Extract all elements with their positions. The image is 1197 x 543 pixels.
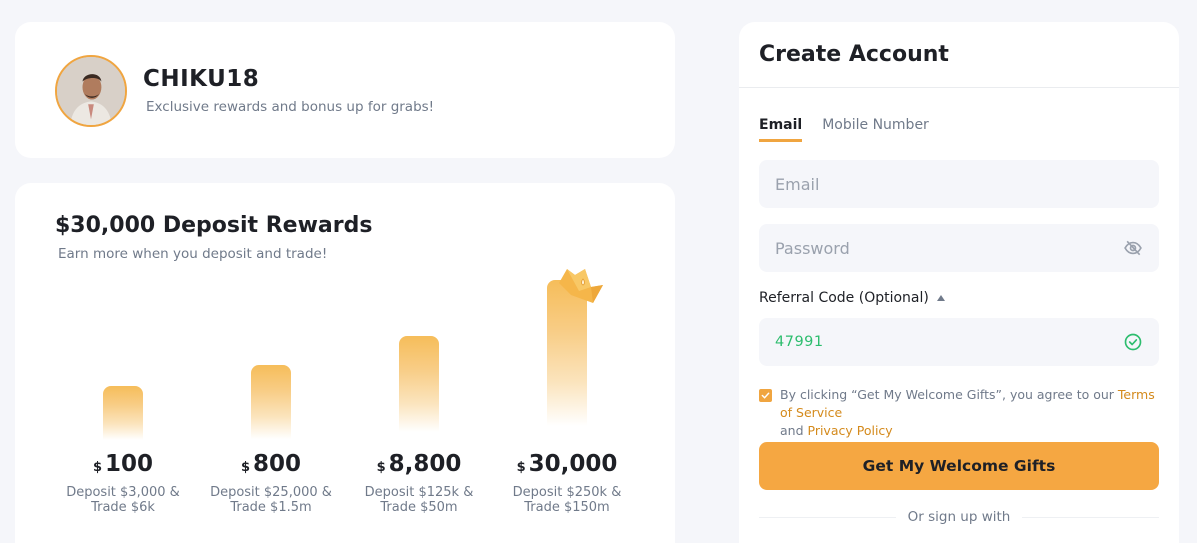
terms-checkbox[interactable] <box>759 389 772 402</box>
email-placeholder: Email <box>775 174 820 194</box>
rewards-title: $30,000 Deposit Rewards <box>55 213 373 238</box>
or-sign-up-with-divider: Or sign up with <box>759 509 1160 525</box>
email-input[interactable]: Email <box>759 160 1159 208</box>
tier-amount: $8,800 <box>376 451 462 477</box>
terms-of-service-link[interactable]: Terms of Service <box>780 387 1155 420</box>
user-photo-icon <box>57 57 125 125</box>
rewards-subtitle: Earn more when you deposit and trade! <box>58 246 328 262</box>
tier-amount: $800 <box>240 451 302 477</box>
reward-tier-1: $100 Deposit $3,000 & Trade $6k <box>49 183 197 543</box>
profile-card: CHIKU18 Exclusive rewards and bonus up f… <box>15 22 675 158</box>
referral-code-value: 47991 <box>775 334 824 350</box>
caret-up-icon <box>936 295 945 301</box>
reward-tier-3: $8,800 Deposit $125k & Trade $50m <box>345 183 493 543</box>
tier-description: Deposit $25,000 & Trade $1.5m <box>210 485 332 515</box>
avatar <box>55 55 127 127</box>
tier-amount: $100 <box>92 451 154 477</box>
deposit-rewards-card: $30,000 Deposit Rewards Earn more when y… <box>15 183 675 543</box>
page-title: Create Account <box>759 42 949 67</box>
header-divider <box>739 87 1179 88</box>
password-placeholder: Password <box>775 238 850 258</box>
checkmark-icon <box>761 392 770 399</box>
tier-bar <box>399 336 439 432</box>
reward-tier-4: $30,000 Deposit $250k & Trade $150m <box>493 183 641 543</box>
create-account-card: Create Account Email Mobile Number Email… <box>739 22 1179 543</box>
tier-description: Deposit $250k & Trade $150m <box>512 485 622 515</box>
tier-bar <box>251 365 291 439</box>
tab-email[interactable]: Email <box>759 117 803 142</box>
tab-mobile-number[interactable]: Mobile Number <box>822 117 929 133</box>
tier-description: Deposit $3,000 & Trade $6k <box>66 485 180 515</box>
tier-bar <box>103 386 143 440</box>
get-welcome-gifts-button[interactable]: Get My Welcome Gifts <box>759 442 1159 490</box>
terms-agreement: By clicking “Get My Welcome Gifts”, you … <box>759 386 1159 440</box>
privacy-policy-link[interactable]: Privacy Policy <box>807 423 893 438</box>
username: CHIKU18 <box>143 66 260 92</box>
profile-subtitle: Exclusive rewards and bonus up for grabs… <box>146 99 435 115</box>
signup-method-tabs: Email Mobile Number <box>759 117 929 142</box>
tier-amount: $30,000 <box>516 451 618 477</box>
tier-description: Deposit $125k & Trade $50m <box>364 485 474 515</box>
tier-bar <box>547 280 587 426</box>
password-input[interactable]: Password <box>759 224 1159 272</box>
referral-code-toggle[interactable]: Referral Code (Optional) <box>759 290 945 306</box>
reward-tier-2: $800 Deposit $25,000 & Trade $1.5m <box>197 183 345 543</box>
eye-off-icon[interactable] <box>1123 238 1143 258</box>
referral-label: Referral Code (Optional) <box>759 290 929 306</box>
check-circle-icon <box>1124 333 1142 351</box>
crown-icon <box>559 269 603 303</box>
referral-code-input[interactable]: 47991 <box>759 318 1159 366</box>
